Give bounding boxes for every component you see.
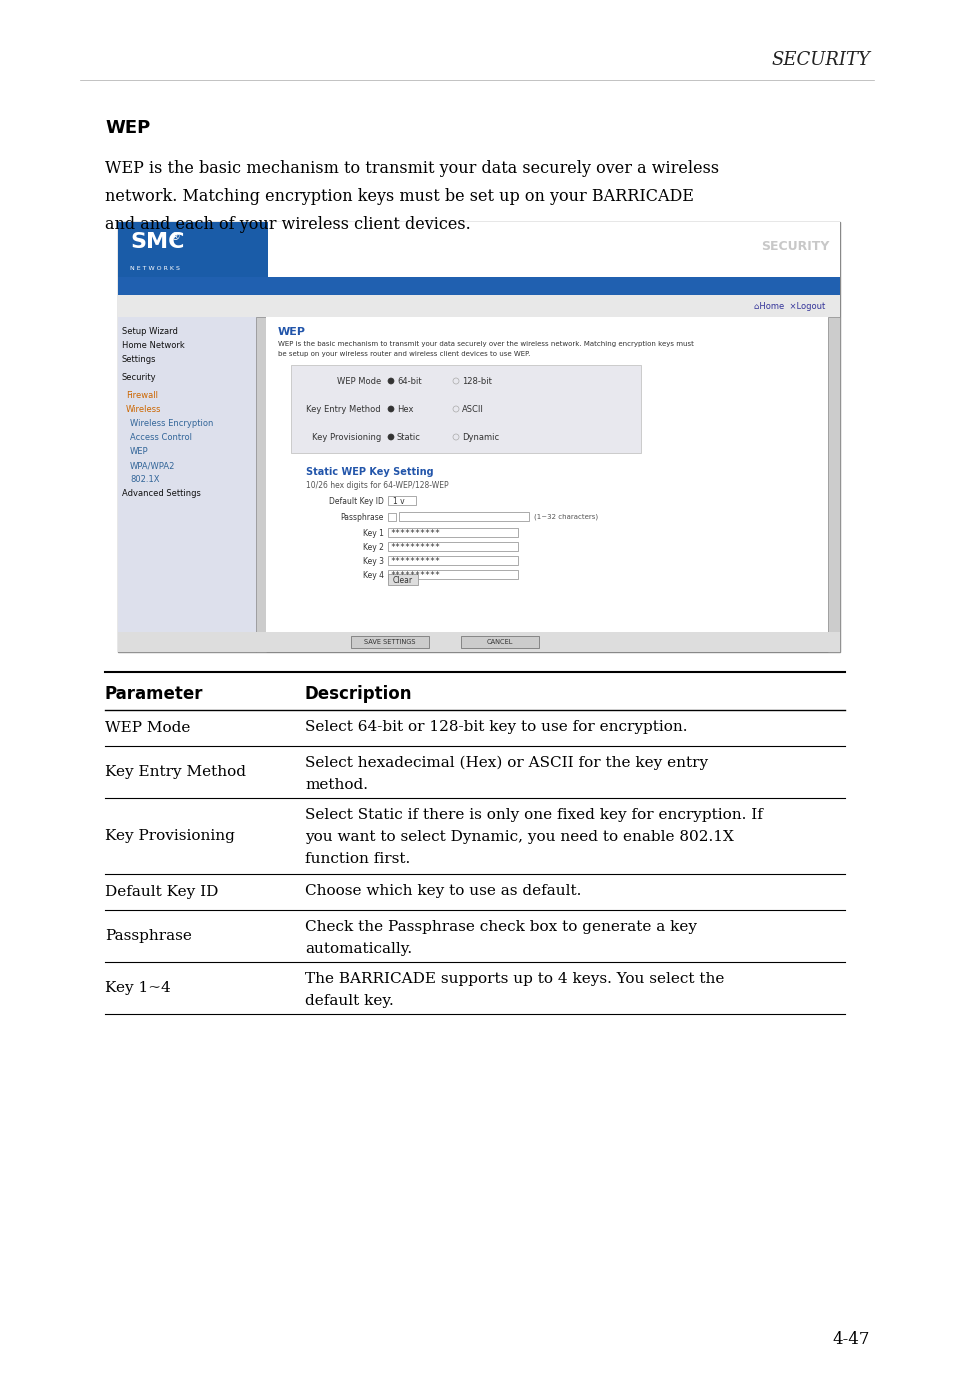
Bar [388, 570, 517, 579]
Text: SAVE SETTINGS: SAVE SETTINGS [364, 638, 416, 645]
Bar [388, 514, 395, 520]
Text: WPA/WPA2: WPA/WPA2 [130, 461, 175, 471]
Text: Select hexadecimal (Hex) or ASCII for the key entry: Select hexadecimal (Hex) or ASCII for th… [305, 756, 707, 770]
Text: ⌂Home  ×Logout: ⌂Home ×Logout [753, 301, 824, 311]
Text: WEP: WEP [277, 328, 306, 337]
Text: WEP: WEP [105, 119, 150, 137]
Text: Check the Passphrase check box to generate a key: Check the Passphrase check box to genera… [305, 920, 697, 934]
Text: and and each of your wireless client devices.: and and each of your wireless client dev… [105, 217, 470, 233]
Text: Home Network: Home Network [122, 341, 185, 350]
Text: function first.: function first. [305, 852, 410, 866]
Text: Wireless Encryption: Wireless Encryption [130, 419, 213, 428]
Circle shape [388, 434, 394, 440]
Text: WEP Mode: WEP Mode [336, 376, 380, 386]
Text: Static: Static [396, 433, 420, 441]
Text: method.: method. [305, 779, 368, 793]
Text: WEP: WEP [130, 447, 149, 457]
Bar [255, 316, 266, 652]
Text: ASCII: ASCII [461, 404, 483, 414]
Text: Key Entry Method: Key Entry Method [306, 404, 380, 414]
Text: (1~32 characters): (1~32 characters) [534, 514, 598, 520]
Text: **********: ********** [390, 543, 439, 551]
Text: Select Static if there is only one fixed key for encryption. If: Select Static if there is only one fixed… [305, 808, 762, 822]
Bar [388, 527, 517, 537]
Text: be setup on your wireless router and wireless client devices to use WEP.: be setup on your wireless router and wir… [277, 351, 530, 357]
Text: Key Provisioning: Key Provisioning [105, 829, 234, 843]
Text: Security: Security [122, 373, 156, 382]
Bar [460, 636, 538, 648]
Text: Key 2: Key 2 [363, 543, 384, 551]
Text: SMC: SMC [130, 232, 184, 253]
Bar [291, 365, 640, 452]
Bar [118, 222, 268, 278]
Text: N E T W O R K S: N E T W O R K S [130, 266, 180, 271]
Bar [398, 512, 529, 520]
Text: you want to select Dynamic, you need to enable 802.1X: you want to select Dynamic, you need to … [305, 830, 733, 844]
Text: Parameter: Parameter [105, 686, 203, 702]
Text: Access Control: Access Control [130, 433, 192, 441]
Bar [388, 496, 416, 505]
Text: Description: Description [305, 686, 412, 702]
Text: Clear: Clear [393, 576, 413, 584]
Text: The BARRICADE supports up to 4 keys. You select the: The BARRICADE supports up to 4 keys. You… [305, 972, 723, 985]
Text: 802.1X: 802.1X [130, 475, 159, 484]
Text: SECURITY: SECURITY [770, 51, 869, 69]
Bar [266, 316, 827, 652]
Text: Setup Wizard: Setup Wizard [122, 328, 177, 336]
Text: 1 v: 1 v [393, 497, 404, 505]
Bar [118, 296, 840, 316]
Text: 4-47: 4-47 [832, 1331, 869, 1349]
Text: Static WEP Key Setting: Static WEP Key Setting [306, 466, 434, 477]
Text: ®: ® [170, 232, 181, 242]
Text: WEP is the basic mechanism to transmit your data securely over a wireless: WEP is the basic mechanism to transmit y… [105, 160, 719, 178]
Text: network. Matching encryption keys must be set up on your BARRICADE: network. Matching encryption keys must b… [105, 187, 693, 205]
Bar [118, 638, 255, 652]
Bar [388, 557, 517, 565]
Text: Wireless: Wireless [126, 405, 161, 414]
Bar [118, 222, 840, 652]
Text: Passphrase: Passphrase [105, 929, 192, 942]
Text: CANCEL: CANCEL [486, 638, 513, 645]
Text: Key Provisioning: Key Provisioning [312, 433, 380, 441]
Text: Firewall: Firewall [126, 391, 158, 400]
Text: 64-bit: 64-bit [396, 376, 421, 386]
Text: **********: ********** [390, 570, 439, 580]
Text: Settings: Settings [122, 355, 156, 364]
Text: Key Entry Method: Key Entry Method [105, 765, 246, 779]
Text: Key 1~4: Key 1~4 [105, 981, 171, 995]
Circle shape [388, 378, 394, 384]
Bar [118, 316, 266, 652]
Text: WEP Mode: WEP Mode [105, 720, 191, 736]
Text: Choose which key to use as default.: Choose which key to use as default. [305, 884, 580, 898]
Bar [388, 575, 417, 584]
Text: Hex: Hex [396, 404, 413, 414]
Text: WEP is the basic mechanism to transmit your data securely over the wireless netw: WEP is the basic mechanism to transmit y… [277, 341, 693, 347]
Text: Key 1: Key 1 [363, 529, 384, 537]
Bar [827, 316, 840, 652]
Text: Passphrase: Passphrase [340, 512, 384, 522]
Bar [351, 636, 429, 648]
Text: Default Key ID: Default Key ID [329, 497, 384, 505]
Text: **********: ********** [390, 557, 439, 565]
Bar [118, 222, 840, 278]
Text: SECURITY: SECURITY [760, 240, 829, 253]
Bar [118, 278, 840, 296]
Text: Dynamic: Dynamic [461, 433, 498, 441]
Text: Advanced Settings: Advanced Settings [122, 489, 201, 498]
Text: Default Key ID: Default Key ID [105, 886, 218, 899]
Text: **********: ********** [390, 529, 439, 537]
Text: default key.: default key. [305, 994, 394, 1008]
Text: 10/26 hex digits for 64-WEP/128-WEP: 10/26 hex digits for 64-WEP/128-WEP [306, 482, 448, 490]
Circle shape [388, 407, 394, 412]
Text: Key 3: Key 3 [363, 557, 384, 565]
Bar [118, 632, 840, 652]
Bar [388, 541, 517, 551]
Text: Select 64-bit or 128-bit key to use for encryption.: Select 64-bit or 128-bit key to use for … [305, 720, 687, 734]
Text: Key 4: Key 4 [363, 570, 384, 580]
Text: 128-bit: 128-bit [461, 376, 492, 386]
Text: automatically.: automatically. [305, 942, 412, 956]
